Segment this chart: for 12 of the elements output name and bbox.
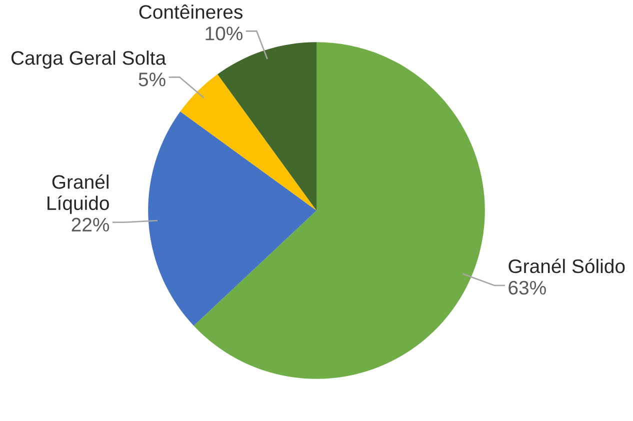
data-label: 10% xyxy=(206,26,242,40)
slice-label: Contêineres xyxy=(139,4,242,19)
pie-slice xyxy=(148,112,316,326)
slice-label: Carga Geral Solta xyxy=(11,50,166,69)
slice-label: Granél Sólido xyxy=(508,258,625,274)
data-label: 22% xyxy=(72,218,110,232)
slice-label: Granél Líquido xyxy=(48,174,109,214)
pie-slice xyxy=(218,42,316,210)
data-label: 5% xyxy=(138,72,166,86)
pie-slice xyxy=(194,42,485,379)
pie-slice xyxy=(180,74,316,210)
data-label: 63% xyxy=(508,280,546,295)
